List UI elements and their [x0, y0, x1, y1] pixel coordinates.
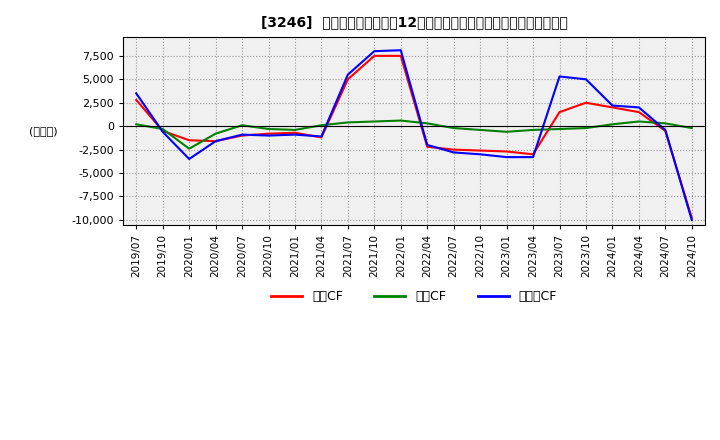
- Y-axis label: (百万円): (百万円): [30, 126, 58, 136]
- Title: [3246]  キャッシュフローの12か月移動合計の対前年同期増減額の推移: [3246] キャッシュフローの12か月移動合計の対前年同期増減額の推移: [261, 15, 567, 29]
- Legend: 営業CF, 投資CF, フリーCF: 営業CF, 投資CF, フリーCF: [266, 286, 562, 308]
